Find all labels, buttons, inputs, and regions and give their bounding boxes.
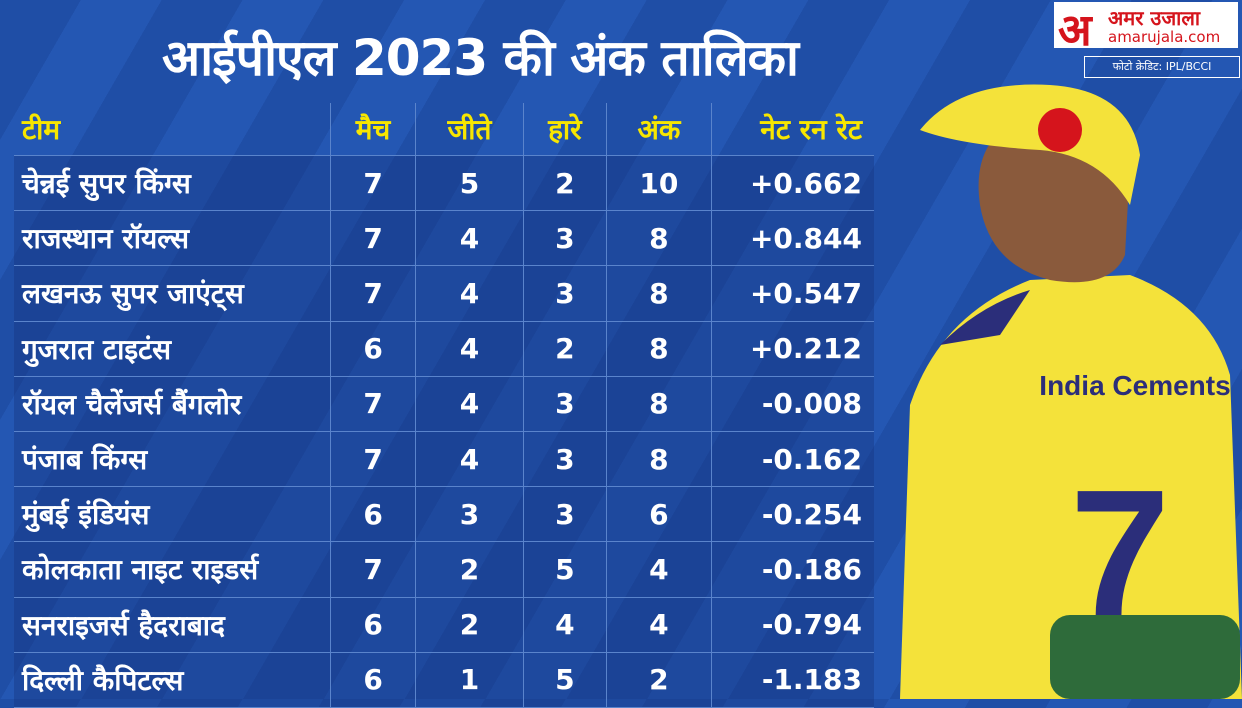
jersey-number: 7 bbox=[1070, 453, 1170, 654]
stat-cell: 5 bbox=[415, 155, 524, 212]
stat-cell: 8 bbox=[605, 376, 712, 432]
stat-cell: 2 bbox=[522, 321, 607, 377]
stat-cell: 6 bbox=[329, 597, 416, 653]
title: आईपीएल 2023 की अंक तालिका bbox=[162, 29, 799, 87]
stat-cell: -0.008 bbox=[711, 376, 874, 432]
cap-logo bbox=[1038, 108, 1082, 152]
stat-cell: 1 bbox=[415, 652, 524, 708]
team-name: कोलकाता नाइट राइडर्स bbox=[14, 541, 331, 598]
stat-cell: 3 bbox=[522, 486, 607, 543]
stat-cell: 8 bbox=[605, 210, 712, 267]
team-name: लखनऊ सुपर जाएंट्स bbox=[14, 265, 331, 322]
stat-cell: 4 bbox=[415, 321, 524, 377]
team-row: रॉयल चैलेंजर्स बैंगलोर 7 4 3 8 -0.008 bbox=[14, 376, 874, 432]
team-name: रॉयल चैलेंजर्स बैंगलोर bbox=[14, 376, 331, 432]
team-row: राजस्थान रॉयल्स 7 4 3 8 +0.844 bbox=[14, 210, 874, 267]
logo: अ अमर उजाला amarujala.com bbox=[1054, 2, 1238, 56]
stat-cell: +0.547 bbox=[711, 265, 874, 322]
stat-cell: +0.212 bbox=[711, 321, 874, 377]
stat-cell: 2 bbox=[605, 652, 712, 708]
stat-cell: -1.183 bbox=[711, 652, 874, 708]
team-row: मुंबई इंडियंस 6 3 3 6 -0.254 bbox=[14, 486, 874, 543]
stat-cell: -0.254 bbox=[711, 486, 874, 543]
stat-cell: -0.186 bbox=[711, 541, 874, 598]
stat-cell: -0.162 bbox=[711, 431, 874, 488]
stat-cell: -0.794 bbox=[711, 597, 874, 653]
stat-cell: 4 bbox=[522, 597, 607, 653]
jersey-trim bbox=[940, 290, 1030, 345]
team-name: गुजरात टाइटंस bbox=[14, 321, 331, 377]
stat-cell: 5 bbox=[522, 541, 607, 598]
team-row: कोलकाता नाइट राइडर्स 7 2 5 4 -0.186 bbox=[14, 541, 874, 598]
stat-cell: 4 bbox=[415, 431, 524, 488]
team-row: पंजाब किंग्स 7 4 3 8 -0.162 bbox=[14, 431, 874, 488]
stat-cell: +0.662 bbox=[711, 155, 874, 212]
cap bbox=[920, 84, 1140, 205]
team-row: लखनऊ सुपर जाएंट्स 7 4 3 8 +0.547 bbox=[14, 265, 874, 322]
team-name: दिल्ली कैपिटल्स bbox=[14, 652, 331, 708]
stat-cell: 5 bbox=[522, 652, 607, 708]
team-row: दिल्ली कैपिटल्स 6 1 5 2 -1.183 bbox=[14, 652, 874, 708]
stat-cell: 6 bbox=[329, 486, 416, 543]
stat-cell: 4 bbox=[605, 541, 712, 598]
stat-cell: 7 bbox=[329, 210, 416, 267]
table-body: चेन्नई सुपर किंग्स 7 5 2 10 +0.662 राजस्थान रॉ… bbox=[14, 155, 874, 708]
stat-cell: 4 bbox=[605, 597, 712, 653]
stat-cell: 4 bbox=[415, 265, 524, 322]
stat-cell: 3 bbox=[415, 486, 524, 543]
stat-cell: 3 bbox=[522, 210, 607, 267]
team-name: चेन्नई सुपर किंग्स bbox=[14, 155, 331, 212]
logo-name: अमर उजाला bbox=[1108, 6, 1201, 30]
stat-cell: 8 bbox=[605, 431, 712, 488]
team-row: गुजरात टाइटंस 6 4 2 8 +0.212 bbox=[14, 321, 874, 377]
column-header: हारे bbox=[522, 103, 607, 156]
photo-credit: फोटो क्रेडिट: IPL/BCCI bbox=[1084, 56, 1240, 78]
team-name: पंजाब किंग्स bbox=[14, 431, 331, 488]
stat-cell: 2 bbox=[415, 597, 524, 653]
stat-cell: 8 bbox=[605, 265, 712, 322]
team-row: चेन्नई सुपर किंग्स 7 5 2 10 +0.662 bbox=[14, 155, 874, 212]
stat-cell: +0.844 bbox=[711, 210, 874, 267]
stat-cell: 2 bbox=[522, 155, 607, 212]
logo-mark: अ bbox=[1058, 5, 1092, 56]
stat-cell: 7 bbox=[329, 376, 416, 432]
stat-cell: 7 bbox=[329, 541, 416, 598]
stat-cell: 6 bbox=[329, 652, 416, 708]
table-header: टीम मैच जीते हारे अंक नेट रन रेट bbox=[14, 103, 874, 156]
glove bbox=[1050, 615, 1240, 699]
points-table: टीम मैच जीते हारे अंक नेट रन रेट चेन्नई सुपर … bbox=[14, 103, 874, 708]
stat-cell: 6 bbox=[605, 486, 712, 543]
stat-cell: 6 bbox=[329, 321, 416, 377]
team-name: सनराइजर्स हैदराबाद bbox=[14, 597, 331, 653]
team-name: राजस्थान रॉयल्स bbox=[14, 210, 331, 267]
column-header: टीम bbox=[14, 103, 331, 156]
stat-cell: 8 bbox=[605, 321, 712, 377]
stat-cell: 7 bbox=[329, 265, 416, 322]
jersey bbox=[900, 275, 1242, 699]
stat-cell: 7 bbox=[329, 155, 416, 212]
stat-cell: 4 bbox=[415, 210, 524, 267]
stat-cell: 10 bbox=[605, 155, 712, 212]
logo-site: amarujala.com bbox=[1108, 28, 1221, 46]
column-header: मैच bbox=[329, 103, 416, 156]
stat-cell: 7 bbox=[329, 431, 416, 488]
team-name: मुंबई इंडियंस bbox=[14, 486, 331, 543]
stat-cell: 3 bbox=[522, 376, 607, 432]
stat-cell: 3 bbox=[522, 265, 607, 322]
header-row: टीम मैच जीते हारे अंक नेट रन रेट bbox=[14, 103, 874, 156]
column-header: अंक bbox=[605, 103, 712, 156]
stat-cell: 3 bbox=[522, 431, 607, 488]
column-header: जीते bbox=[415, 103, 524, 156]
stat-cell: 4 bbox=[415, 376, 524, 432]
column-header: नेट रन रेट bbox=[711, 103, 874, 156]
team-row: सनराइजर्स हैदराबाद 6 2 4 4 -0.794 bbox=[14, 597, 874, 653]
stat-cell: 2 bbox=[415, 541, 524, 598]
player-photo: India Cements 7 bbox=[900, 84, 1242, 699]
jersey-text: India Cements bbox=[1039, 370, 1230, 401]
